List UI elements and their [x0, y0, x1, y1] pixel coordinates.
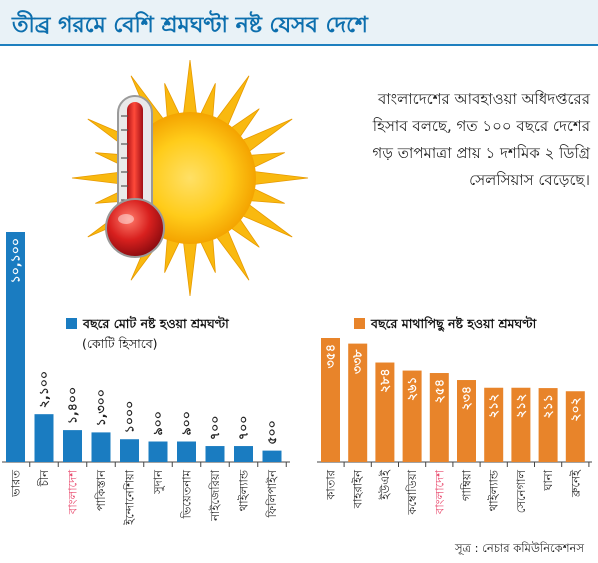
legend-label-per-capita: বছরে মাথাপিছু নষ্ট হওয়া শ্রমঘণ্টা [371, 316, 537, 331]
data-label: ৫০০ [264, 420, 279, 444]
data-label: ২৩৪ [459, 386, 474, 410]
legend-swatch-blue [66, 318, 77, 329]
orange-bar-chart: ৩৫৪ কাতার ৩৩৮ বাহরাইন ২৮৪ ইউএই ২৬১ কম্বোডিয়া ২৫… [317, 338, 592, 516]
tick-label: থাইল্যান্ড [487, 469, 501, 511]
tick-label: ইন্দোনেশিয়া [123, 469, 137, 526]
climate-note: বাংলাদেশের আবহাওয়া অধিদপ্তরের হিসাব বলছ… [372, 90, 590, 189]
bar [321, 338, 340, 462]
tick-label: পাকিস্তান [94, 469, 108, 511]
bar [538, 388, 558, 462]
bar [148, 441, 168, 462]
legend-swatch-orange [354, 318, 365, 329]
tick-label: ইউএই [378, 469, 392, 501]
blue-bar-chart: ১০,১০০ ভারত ২,১০০ চীন ১,৪০০ বাংলাদেশ ১,৩০০ পাকি… [2, 232, 290, 526]
tick-label: বাহরাইন [351, 469, 365, 509]
data-label: ৯০০ [150, 411, 165, 435]
data-label: ২১২ [486, 394, 501, 418]
bar [177, 441, 196, 462]
tick-label: ঘানা [541, 469, 555, 491]
data-label: ৩৩৮ [350, 349, 365, 374]
bar [262, 450, 282, 462]
data-label: ৩৫৪ [323, 344, 338, 368]
data-label: ১,৪০০ [65, 387, 80, 424]
tick-label: নাইজেরিয়া [208, 469, 222, 521]
tick-label: বাংলাদেশ [432, 469, 446, 515]
tick-label: থাইল্যান্ড [237, 469, 251, 511]
data-label: ২০২ [567, 397, 582, 421]
bar [205, 446, 225, 462]
data-label: ২১২ [513, 394, 528, 418]
data-label: ৭০০ [207, 416, 222, 440]
tick-label: ব্রুনেই [568, 469, 582, 498]
bar [457, 380, 476, 462]
data-label: ১০০০ [122, 401, 137, 434]
data-label: ২৮৪ [377, 369, 392, 393]
bar [565, 391, 585, 462]
data-label: ২৬১ [404, 377, 419, 401]
bar [511, 387, 531, 462]
title-bar: তীব্র গরমে বেশি শ্রমঘণ্টা নষ্ট যেসব দেশে [0, 0, 598, 46]
sun-ray [182, 59, 198, 117]
tick-label: চীন [37, 469, 51, 487]
legend-total-hours: বছরে মোট নষ্ট হওয়া শ্রমঘণ্টা [66, 316, 229, 336]
tick-label: ফিলিপাইন [265, 469, 279, 519]
source-note: সূত্র : নেচার কমিউনিকেশনস [454, 541, 584, 555]
bar [6, 232, 25, 462]
data-label: ৯০০ [179, 411, 194, 435]
sun-ray [251, 170, 309, 186]
tick-label: কাতার [324, 469, 338, 500]
tick-label: গাম্বিয়া [460, 469, 474, 501]
bar [234, 446, 253, 462]
tick-label: ভিয়েতনাম [180, 469, 194, 519]
tick-label: সেনেগাল [514, 469, 528, 514]
sun-ray [182, 239, 198, 297]
bar [375, 362, 395, 462]
page-title: তীব্র গরমে বেশি শ্রমঘণ্টা নষ্ট যেসব দেশে [12, 13, 368, 38]
tick-label: সুদান [151, 469, 166, 495]
tick-label: বাংলাদেশ [66, 469, 80, 515]
bar [91, 432, 111, 462]
sun-illustration [71, 59, 309, 297]
bar [429, 373, 449, 462]
bar [34, 414, 54, 462]
tick-label: কম্বোডিয়া [405, 469, 419, 515]
legend-per-capita-hours: বছরে মাথাপিছু নষ্ট হওয়া শ্রমঘণ্টা [354, 316, 536, 336]
legend-label-total: বছরে মোট নষ্ট হওয়া শ্রমঘণ্টা [83, 316, 229, 331]
data-label: ২৫৪ [431, 379, 446, 403]
thermometer-icon [105, 95, 165, 258]
data-label: ২,১০০ [36, 371, 51, 408]
tick-label: ভারত [9, 469, 23, 498]
bar [402, 370, 422, 462]
legend-subtitle: (কোটি হিসাবে) [82, 336, 158, 351]
data-label: ১,৩০০ [93, 389, 108, 426]
bar [348, 343, 368, 462]
bar [120, 439, 139, 462]
data-label: ২১১ [540, 394, 555, 418]
data-label: ৭০০ [236, 416, 251, 440]
bar [484, 387, 504, 462]
data-label: ১০,১০০ [8, 238, 23, 283]
bar [63, 430, 82, 462]
